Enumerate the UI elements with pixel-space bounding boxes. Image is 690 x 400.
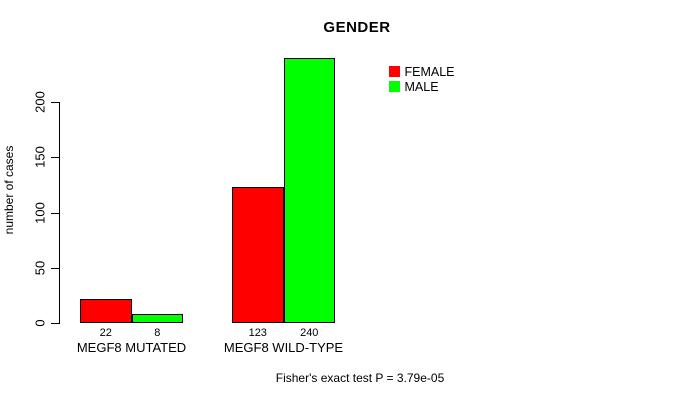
y-axis-tick	[51, 267, 59, 269]
category-label: MEGF8 MUTATED	[76, 340, 187, 355]
bar-value-label: 240	[300, 327, 319, 339]
y-axis-tick	[51, 323, 59, 324]
y-axis-tick	[51, 157, 59, 159]
legend-label: MALE	[404, 79, 439, 94]
y-axis-tick	[51, 102, 59, 104]
y-axis-tick-label: 100	[32, 201, 48, 224]
legend-swatch	[389, 81, 400, 92]
bar-female-group2	[232, 187, 284, 323]
bar-male-group2	[283, 58, 335, 323]
bar-male-group1	[131, 314, 183, 323]
legend-item: MALE	[389, 79, 455, 94]
footer-note: Fisher's exact test P = 3.79e-05	[275, 371, 445, 385]
bar-value-label: 22	[99, 327, 112, 339]
y-axis-tick-label: 200	[32, 91, 48, 114]
legend-swatch	[389, 66, 400, 77]
chart-title: GENDER	[323, 19, 391, 36]
legend-item: FEMALE	[389, 64, 455, 79]
bar-value-label: 123	[248, 327, 267, 339]
legend: FEMALE MALE	[389, 64, 455, 94]
bar-value-label: 8	[154, 327, 161, 339]
y-axis-label: number of cases	[2, 145, 16, 235]
category-label: MEGF8 WILD-TYPE	[223, 340, 344, 355]
y-axis-tick-label: 150	[32, 146, 48, 169]
y-axis-tick-label: 50	[32, 260, 48, 276]
bar-female-group1	[80, 298, 132, 323]
y-axis-line	[59, 102, 60, 324]
legend-label: FEMALE	[404, 64, 455, 79]
y-axis-tick	[51, 212, 59, 214]
y-axis-tick-label: 0	[32, 319, 48, 327]
